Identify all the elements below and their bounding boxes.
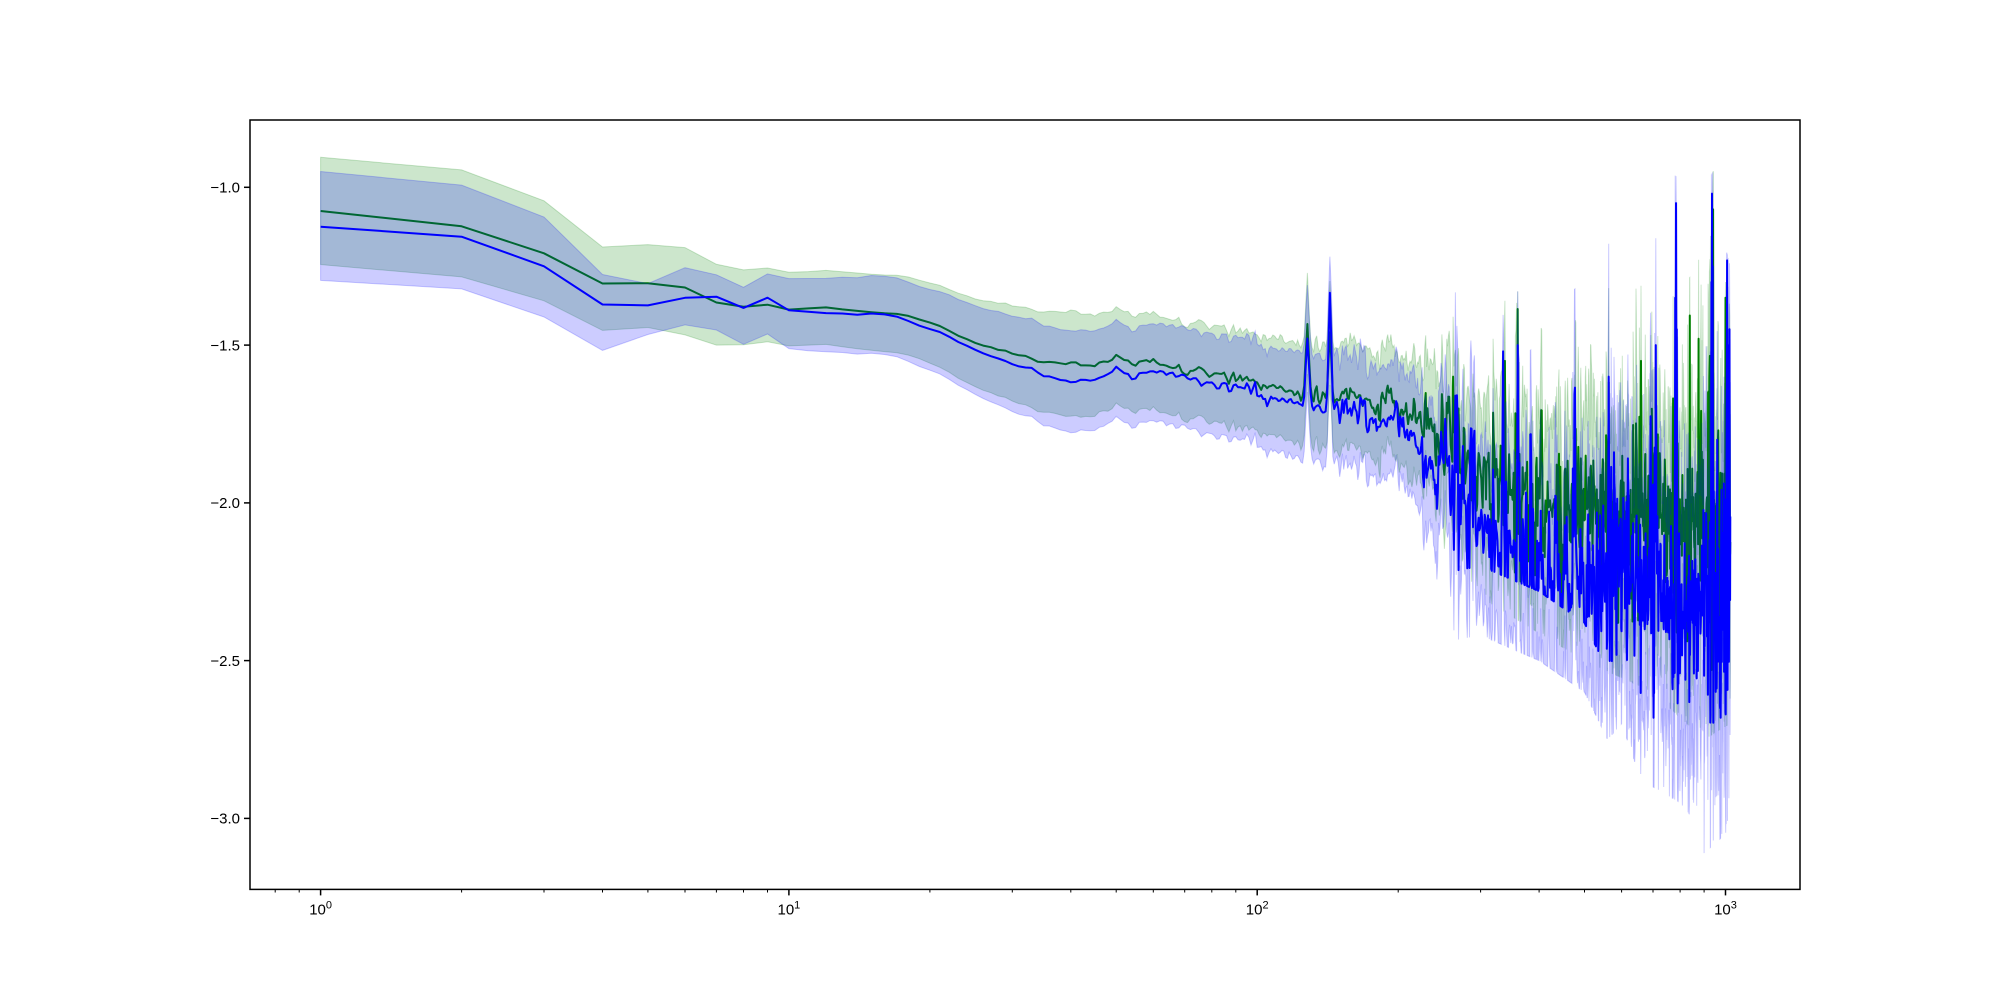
svg-text:−1.5: −1.5: [210, 337, 240, 354]
svg-text:−2.5: −2.5: [210, 653, 240, 670]
svg-text:−1.0: −1.0: [210, 180, 240, 197]
svg-text:−3.0: −3.0: [210, 811, 240, 828]
svg-text:−2.0: −2.0: [210, 495, 240, 512]
